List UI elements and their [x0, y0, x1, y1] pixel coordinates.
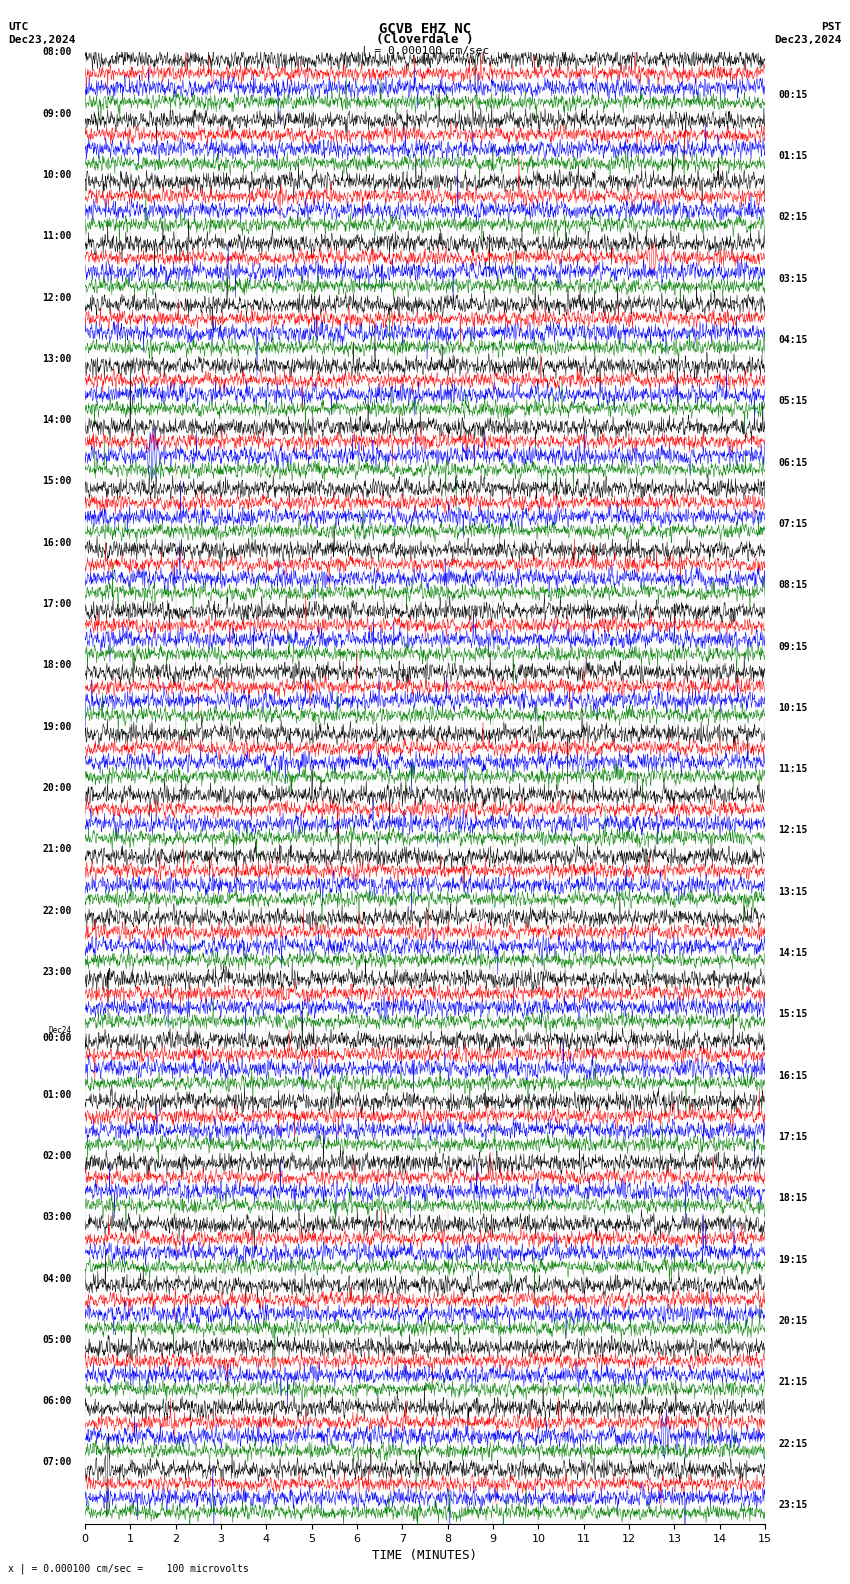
- Text: 23:15: 23:15: [779, 1500, 808, 1510]
- Text: 03:00: 03:00: [42, 1212, 71, 1223]
- Text: UTC
Dec23,2024: UTC Dec23,2024: [8, 22, 76, 44]
- Text: 08:15: 08:15: [779, 580, 808, 591]
- Text: 14:15: 14:15: [779, 949, 808, 958]
- Text: 10:15: 10:15: [779, 703, 808, 713]
- Text: 00:00: 00:00: [42, 1033, 71, 1042]
- Text: 17:15: 17:15: [779, 1133, 808, 1142]
- Text: 02:00: 02:00: [42, 1152, 71, 1161]
- Text: 12:00: 12:00: [42, 293, 71, 303]
- Text: 07:00: 07:00: [42, 1457, 71, 1467]
- Text: 18:15: 18:15: [779, 1193, 808, 1204]
- Text: 11:15: 11:15: [779, 763, 808, 775]
- Text: Dec24: Dec24: [48, 1026, 71, 1034]
- Text: PST
Dec23,2024: PST Dec23,2024: [774, 22, 842, 44]
- Text: 01:00: 01:00: [42, 1090, 71, 1099]
- Text: 07:15: 07:15: [779, 520, 808, 529]
- Text: 20:00: 20:00: [42, 782, 71, 794]
- Text: 04:15: 04:15: [779, 334, 808, 345]
- Text: 19:15: 19:15: [779, 1255, 808, 1264]
- Text: 14:00: 14:00: [42, 415, 71, 425]
- Text: 15:00: 15:00: [42, 477, 71, 486]
- Text: 04:00: 04:00: [42, 1274, 71, 1283]
- Text: 01:15: 01:15: [779, 150, 808, 162]
- Text: GCVB EHZ NC: GCVB EHZ NC: [379, 22, 471, 36]
- Text: 05:00: 05:00: [42, 1335, 71, 1345]
- X-axis label: TIME (MINUTES): TIME (MINUTES): [372, 1549, 478, 1562]
- Text: 08:00: 08:00: [42, 48, 71, 57]
- Text: 18:00: 18:00: [42, 661, 71, 670]
- Text: x | = 0.000100 cm/sec =    100 microvolts: x | = 0.000100 cm/sec = 100 microvolts: [8, 1563, 249, 1574]
- Text: 22:15: 22:15: [779, 1438, 808, 1449]
- Text: 19:00: 19:00: [42, 722, 71, 732]
- Text: 13:15: 13:15: [779, 887, 808, 897]
- Text: 23:00: 23:00: [42, 966, 71, 977]
- Text: 11:00: 11:00: [42, 231, 71, 241]
- Text: 21:15: 21:15: [779, 1378, 808, 1388]
- Text: 16:00: 16:00: [42, 539, 71, 548]
- Text: 06:15: 06:15: [779, 458, 808, 467]
- Text: 10:00: 10:00: [42, 169, 71, 181]
- Text: 09:15: 09:15: [779, 642, 808, 651]
- Text: | = 0.000100 cm/sec: | = 0.000100 cm/sec: [361, 46, 489, 57]
- Text: 12:15: 12:15: [779, 825, 808, 835]
- Text: 16:15: 16:15: [779, 1071, 808, 1080]
- Text: 09:00: 09:00: [42, 109, 71, 119]
- Text: 03:15: 03:15: [779, 274, 808, 284]
- Text: 22:00: 22:00: [42, 906, 71, 916]
- Text: (Cloverdale ): (Cloverdale ): [377, 33, 473, 46]
- Text: 00:15: 00:15: [779, 90, 808, 100]
- Text: 21:00: 21:00: [42, 844, 71, 854]
- Text: 02:15: 02:15: [779, 212, 808, 222]
- Text: 20:15: 20:15: [779, 1316, 808, 1326]
- Text: 05:15: 05:15: [779, 396, 808, 406]
- Text: 06:00: 06:00: [42, 1396, 71, 1407]
- Text: 13:00: 13:00: [42, 353, 71, 364]
- Text: 17:00: 17:00: [42, 599, 71, 610]
- Text: 15:15: 15:15: [779, 1009, 808, 1020]
